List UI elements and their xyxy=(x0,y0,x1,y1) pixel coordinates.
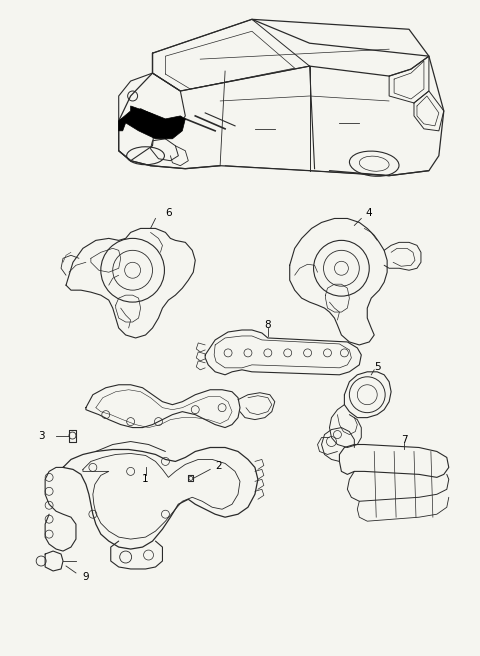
Text: 3: 3 xyxy=(38,430,45,441)
Text: 4: 4 xyxy=(366,209,372,218)
Text: 9: 9 xyxy=(83,572,89,582)
Text: 6: 6 xyxy=(165,209,172,218)
Polygon shape xyxy=(119,106,185,139)
Text: 1: 1 xyxy=(142,474,149,484)
Text: 5: 5 xyxy=(374,362,381,372)
Text: 8: 8 xyxy=(264,320,271,330)
Text: 7: 7 xyxy=(401,434,408,445)
Text: 2: 2 xyxy=(215,461,221,472)
